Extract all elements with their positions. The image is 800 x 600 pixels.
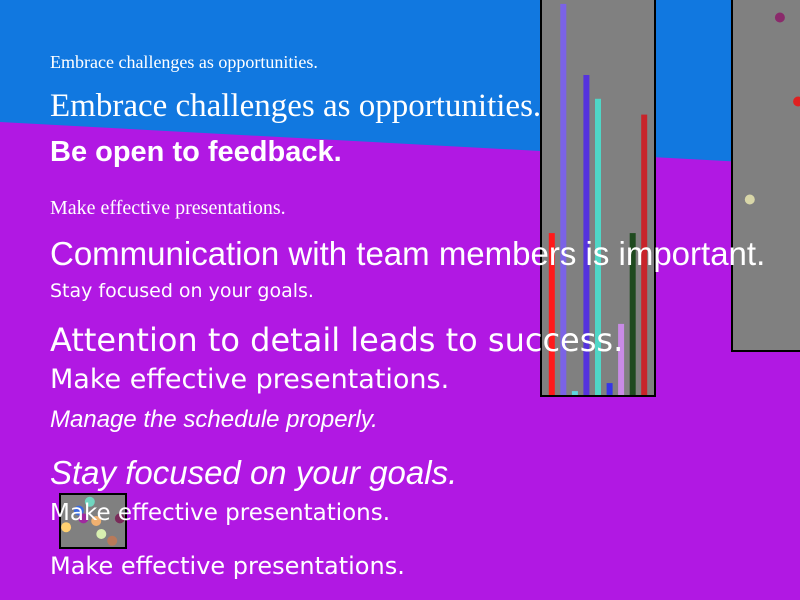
text-line-10: Stay focused on your goals. [50, 454, 458, 491]
bar-9 [641, 114, 648, 395]
bar-1 [548, 233, 555, 395]
scatter-chart-panel-right [731, 0, 800, 352]
scatter-right-point-2 [793, 96, 800, 107]
scatter-right-point-1 [774, 12, 785, 23]
scatter-chart-small [61, 496, 125, 546]
text-line-5: Communication with team members is impor… [50, 235, 766, 272]
text-line-12: Make effective presentations. [50, 552, 405, 580]
text-line-3: Be open to feedback. [50, 136, 342, 168]
bar-3 [571, 391, 578, 395]
text-line-8: Make effective presentations. [50, 364, 450, 395]
scatter-small-point-6 [96, 529, 107, 539]
scatter-small-point-3 [91, 516, 102, 526]
scatter-right-point-3 [744, 194, 755, 205]
text-line-7: Attention to detail leads to success. [50, 321, 624, 359]
bar-chart [548, 3, 648, 395]
scatter-chart-panel-small [59, 493, 127, 549]
scatter-chart-right [744, 12, 800, 205]
bar-7 [618, 323, 625, 395]
scatter-small-point-4 [114, 513, 125, 524]
scatter-small-point-7 [107, 535, 118, 546]
text-line-1: Embrace challenges as opportunities. [50, 52, 318, 72]
bar-4 [583, 75, 590, 395]
scatter-small-point-1 [84, 496, 95, 507]
text-line-9: Manage the schedule properly. [50, 406, 378, 433]
bar-6 [606, 383, 613, 395]
bar-5 [595, 98, 601, 395]
bar-8 [629, 233, 636, 395]
text-line-11: Make effective presentations. [50, 500, 391, 526]
bar-2 [560, 3, 567, 395]
scatter-small-point-8 [78, 513, 89, 524]
text-line-2: Embrace challenges as opportunities. [50, 88, 542, 124]
scatter-small-point-2 [73, 505, 84, 516]
bar-chart-panel [540, 0, 656, 397]
text-line-6: Stay focused on your goals. [50, 280, 314, 302]
text-line-4: Make effective presentations. [50, 197, 286, 219]
scatter-small-point-5 [61, 522, 72, 533]
